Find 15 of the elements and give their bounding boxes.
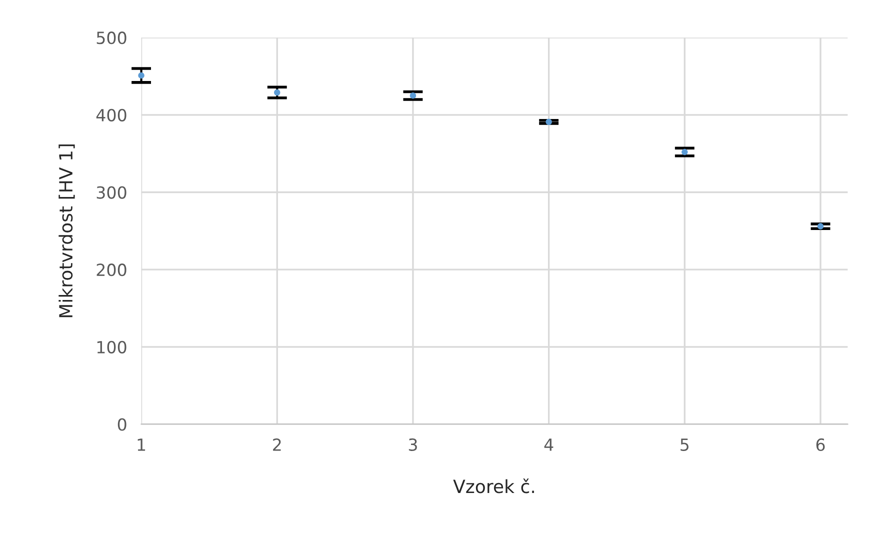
y-tick-label: 400: [96, 108, 126, 122]
point: [138, 72, 144, 79]
x-tick-label: 1: [138, 438, 146, 451]
x-tick-label: 2: [273, 438, 281, 451]
y-tick-label: 200: [96, 264, 126, 276]
y-axis-title: Mikrotvrdost [HV 1]: [58, 144, 75, 318]
x-tick-label: 4: [544, 438, 554, 451]
x-tick-label: 3: [408, 438, 417, 452]
x-axis-title: Vzorek č.: [453, 478, 534, 494]
y-tick-label: 0: [118, 418, 126, 431]
y-tick-label: 300: [96, 186, 126, 199]
x-tick-label: 5: [680, 438, 689, 452]
x-tick-label: 6: [816, 438, 825, 452]
y-tick-label: 100: [97, 340, 126, 354]
y-tick-label: 500: [96, 32, 126, 44]
